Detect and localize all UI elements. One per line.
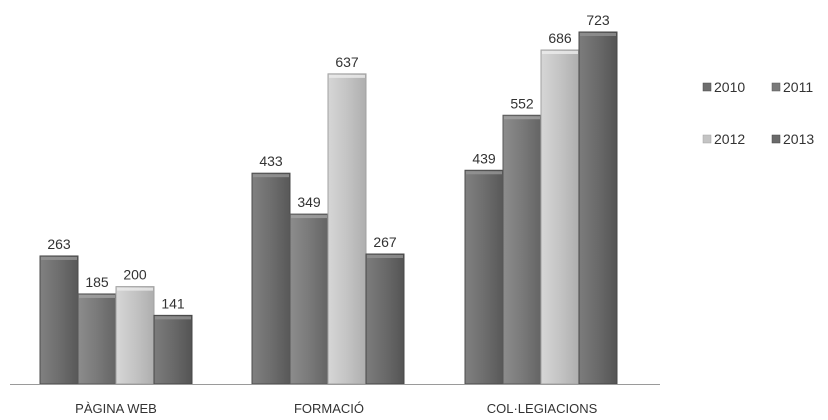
category-labels-group: PÀGINA WEB FORMACIÓ COL·LEGIACIONS [75,401,597,416]
bar-cap-2010-0 [41,256,77,260]
value-label-2011-0: 185 [85,274,109,290]
bar-cap-2013-2 [580,33,616,36]
bar-2011-2 [502,114,542,385]
bar-cap-2010-1 [253,174,289,178]
value-label-2011-1: 349 [297,194,321,210]
bar-cap-2012-1 [329,74,365,78]
value-label-2013-2: 723 [586,12,610,28]
bar-2012-0 [115,286,155,385]
bar-2013-2 [578,31,618,385]
bar-2012-1 [327,73,367,385]
bars-group [39,31,618,385]
value-label-2012-1: 637 [335,54,359,70]
legend-label-2012: 2012 [714,131,745,147]
bar-2013-0 [153,314,193,385]
value-labels-group: 263 185 200 141 433 349 637 267 439 552 686 723 [47,12,610,311]
value-label-2010-2: 439 [472,150,496,166]
value-label-2012-2: 686 [548,30,572,46]
legend-label-2011: 2011 [783,79,813,95]
value-label-2013-0: 141 [161,295,185,311]
legend-label-2010: 2010 [714,79,745,95]
category-label-2: COL·LEGIACIONS [487,401,598,416]
legend-label-2013: 2013 [783,131,814,147]
legend: 2010 2011 2012 2013 [702,79,814,147]
bar-2010-1 [251,172,291,385]
value-label-2011-2: 552 [510,95,534,111]
bar-cap-2012-0 [117,287,153,291]
bar-2011-0 [77,293,117,385]
bar-cap-2011-2 [504,116,540,120]
legend-swatch-2010 [702,82,712,92]
value-label-2010-1: 433 [259,153,283,169]
bar-2012-2 [540,49,580,385]
value-label-2010-0: 263 [47,236,71,252]
category-label-0: PÀGINA WEB [75,401,157,416]
bar-cap-2013-1 [367,255,403,259]
bar-cap-2010-2 [466,171,502,175]
bar-cap-2013-0 [155,316,191,320]
legend-swatch-2012 [702,134,712,144]
bar-2010-2 [464,169,504,385]
bar-cap-2011-1 [291,215,327,219]
value-label-2012-0: 200 [123,267,147,283]
legend-swatch-2013 [771,134,781,144]
category-label-1: FORMACIÓ [294,401,364,416]
bar-2013-1 [365,253,405,385]
bar-2010-0 [39,255,79,385]
bar-2011-1 [289,213,329,385]
bar-cap-2011-0 [79,294,115,298]
value-label-2013-1: 267 [373,234,397,250]
legend-swatch-2011 [771,82,781,92]
bar-cap-2012-2 [542,51,578,55]
